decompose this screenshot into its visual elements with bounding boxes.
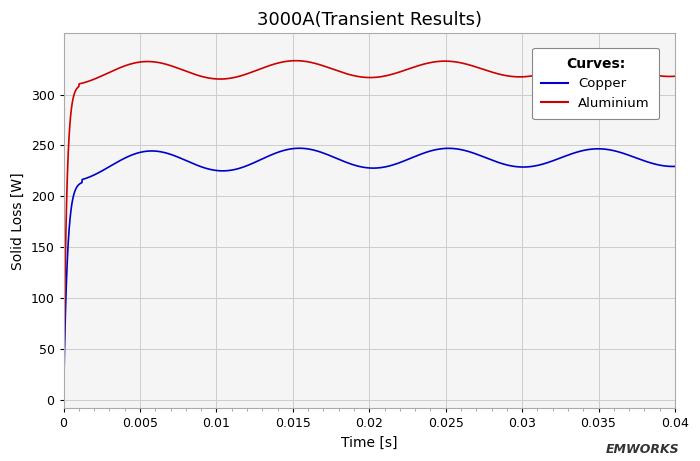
Text: EMWORKS: EMWORKS	[606, 443, 679, 456]
Legend: Copper, Aluminium: Copper, Aluminium	[532, 47, 659, 119]
Y-axis label: Solid Loss [W]: Solid Loss [W]	[11, 172, 25, 270]
Title: 3000A(Transient Results): 3000A(Transient Results)	[257, 11, 482, 29]
X-axis label: Time [s]: Time [s]	[341, 436, 398, 450]
